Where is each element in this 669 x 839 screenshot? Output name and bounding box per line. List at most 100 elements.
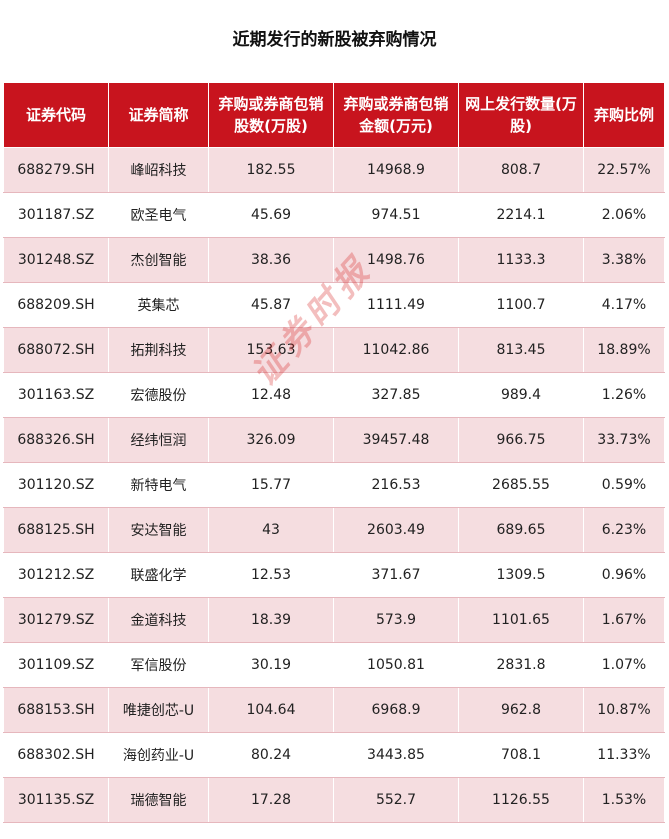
- security-name-cell: 瑞德智能: [108, 777, 209, 823]
- table-row: 301248.SZ 杰创智能 38.36 1498.76 1133.3 3.38%: [3, 237, 665, 283]
- security-code-cell: 688279.SH: [3, 147, 109, 193]
- abandoned-shares-cell: 43: [208, 507, 334, 553]
- table-row: 688279.SH 峰岹科技 182.55 14968.9 808.7 22.57%: [3, 147, 665, 193]
- abandoned-amount-cell: 974.51: [333, 192, 459, 238]
- security-name-cell: 英集芯: [108, 282, 209, 328]
- abandoned-shares-cell: 30.19: [208, 642, 334, 688]
- security-name-cell: 杰创智能: [108, 237, 209, 283]
- abandoned-shares-cell: 153.63: [208, 327, 334, 373]
- table-row: 688072.SH 拓荆科技 153.63 11042.86 813.45 18.89%: [3, 327, 665, 373]
- abandoned-shares-cell: 104.64: [208, 687, 334, 733]
- column-header-abandoned-shares: 弃购或券商包销股数(万股): [208, 82, 334, 148]
- security-name-cell: 安达智能: [108, 507, 209, 553]
- abandoned-shares-cell: 80.24: [208, 732, 334, 778]
- table-row: 688209.SH 英集芯 45.87 1111.49 1100.7 4.17%: [3, 282, 665, 328]
- table-row: 301120.SZ 新特电气 15.77 216.53 2685.55 0.59%: [3, 462, 665, 508]
- security-code-cell: 688302.SH: [3, 732, 109, 778]
- abandon-ratio-cell: 2.06%: [583, 192, 665, 238]
- abandoned-amount-cell: 2603.49: [333, 507, 459, 553]
- abandon-ratio-cell: 0.96%: [583, 552, 665, 598]
- abandon-ratio-cell: 10.87%: [583, 687, 665, 733]
- page-title: 近期发行的新股被弃购情况: [232, 30, 437, 50]
- online-issue-quantity-cell: 1133.3: [458, 237, 584, 283]
- abandon-ratio-cell: 3.38%: [583, 237, 665, 283]
- abandoned-amount-cell: 11042.86: [333, 327, 459, 373]
- abandon-ratio-cell: 1.67%: [583, 597, 665, 643]
- table-row: 301212.SZ 联盛化学 12.53 371.67 1309.5 0.96%: [3, 552, 665, 598]
- online-issue-quantity-cell: 2214.1: [458, 192, 584, 238]
- security-code-cell: 688326.SH: [3, 417, 109, 463]
- table-row: 301279.SZ 金道科技 18.39 573.9 1101.65 1.67%: [3, 597, 665, 643]
- table-row: 688326.SH 经纬恒润 326.09 39457.48 966.75 33.73%: [3, 417, 665, 463]
- abandon-ratio-cell: 4.17%: [583, 282, 665, 328]
- table-body: 688279.SH 峰岹科技 182.55 14968.9 808.7 22.57% 301…: [3, 147, 665, 823]
- security-code-cell: 301109.SZ: [3, 642, 109, 688]
- abandon-ratio-cell: 1.26%: [583, 372, 665, 418]
- abandoned-shares-cell: 326.09: [208, 417, 334, 463]
- security-code-cell: 688209.SH: [3, 282, 109, 328]
- abandoned-amount-cell: 371.67: [333, 552, 459, 598]
- table-row: 301135.SZ 瑞德智能 17.28 552.7 1126.55 1.53%: [3, 777, 665, 823]
- abandoned-shares-cell: 17.28: [208, 777, 334, 823]
- security-name-cell: 唯捷创芯-U: [108, 687, 209, 733]
- abandon-ratio-cell: 6.23%: [583, 507, 665, 553]
- abandon-ratio-cell: 22.57%: [583, 147, 665, 193]
- online-issue-quantity-cell: 1126.55: [458, 777, 584, 823]
- abandoned-amount-cell: 216.53: [333, 462, 459, 508]
- security-code-cell: 301120.SZ: [3, 462, 109, 508]
- abandoned-shares-cell: 38.36: [208, 237, 334, 283]
- security-code-cell: 301248.SZ: [3, 237, 109, 283]
- table-row: 301187.SZ 欧圣电气 45.69 974.51 2214.1 2.06%: [3, 192, 665, 238]
- abandoned-amount-cell: 573.9: [333, 597, 459, 643]
- online-issue-quantity-cell: 1100.7: [458, 282, 584, 328]
- table-header-row: 证券代码 证券简称 弃购或券商包销股数(万股) 弃购或券商包销金额(万元) 网上…: [3, 82, 665, 148]
- online-issue-quantity-cell: 1309.5: [458, 552, 584, 598]
- abandoned-shares-cell: 12.48: [208, 372, 334, 418]
- security-code-cell: 301163.SZ: [3, 372, 109, 418]
- abandon-ratio-cell: 33.73%: [583, 417, 665, 463]
- security-name-cell: 新特电气: [108, 462, 209, 508]
- abandoned-shares-cell: 15.77: [208, 462, 334, 508]
- online-issue-quantity-cell: 989.4: [458, 372, 584, 418]
- online-issue-quantity-cell: 689.65: [458, 507, 584, 553]
- security-code-cell: 301279.SZ: [3, 597, 109, 643]
- security-code-cell: 301135.SZ: [3, 777, 109, 823]
- security-name-cell: 金道科技: [108, 597, 209, 643]
- abandoned-amount-cell: 1050.81: [333, 642, 459, 688]
- abandon-ratio-cell: 11.33%: [583, 732, 665, 778]
- table-row: 688125.SH 安达智能 43 2603.49 689.65 6.23%: [3, 507, 665, 553]
- abandoned-shares-cell: 12.53: [208, 552, 334, 598]
- abandoned-shares-cell: 182.55: [208, 147, 334, 193]
- abandoned-shares-cell: 18.39: [208, 597, 334, 643]
- abandoned-amount-cell: 39457.48: [333, 417, 459, 463]
- abandoned-amount-cell: 3443.85: [333, 732, 459, 778]
- online-issue-quantity-cell: 708.1: [458, 732, 584, 778]
- abandoned-amount-cell: 552.7: [333, 777, 459, 823]
- column-header-name: 证券简称: [108, 82, 209, 148]
- column-header-online-issue-quantity: 网上发行数量(万股): [458, 82, 584, 148]
- online-issue-quantity-cell: 808.7: [458, 147, 584, 193]
- security-code-cell: 688072.SH: [3, 327, 109, 373]
- security-name-cell: 联盛化学: [108, 552, 209, 598]
- online-issue-quantity-cell: 966.75: [458, 417, 584, 463]
- security-name-cell: 拓荆科技: [108, 327, 209, 373]
- table-row: 301163.SZ 宏德股份 12.48 327.85 989.4 1.26%: [3, 372, 665, 418]
- column-header-abandon-ratio: 弃购比例: [583, 82, 665, 148]
- ipo-abandonment-table: 证券代码 证券简称 弃购或券商包销股数(万股) 弃购或券商包销金额(万元) 网上…: [3, 82, 665, 823]
- security-name-cell: 经纬恒润: [108, 417, 209, 463]
- abandoned-amount-cell: 1111.49: [333, 282, 459, 328]
- abandoned-shares-cell: 45.69: [208, 192, 334, 238]
- abandoned-amount-cell: 14968.9: [333, 147, 459, 193]
- table-row: 688153.SH 唯捷创芯-U 104.64 6968.9 962.8 10.87%: [3, 687, 665, 733]
- online-issue-quantity-cell: 962.8: [458, 687, 584, 733]
- security-code-cell: 688153.SH: [3, 687, 109, 733]
- table-row: 688302.SH 海创药业-U 80.24 3443.85 708.1 11.33%: [3, 732, 665, 778]
- abandoned-amount-cell: 1498.76: [333, 237, 459, 283]
- security-name-cell: 峰岹科技: [108, 147, 209, 193]
- security-name-cell: 宏德股份: [108, 372, 209, 418]
- security-code-cell: 301187.SZ: [3, 192, 109, 238]
- abandon-ratio-cell: 0.59%: [583, 462, 665, 508]
- online-issue-quantity-cell: 2831.8: [458, 642, 584, 688]
- abandoned-shares-cell: 45.87: [208, 282, 334, 328]
- security-code-cell: 688125.SH: [3, 507, 109, 553]
